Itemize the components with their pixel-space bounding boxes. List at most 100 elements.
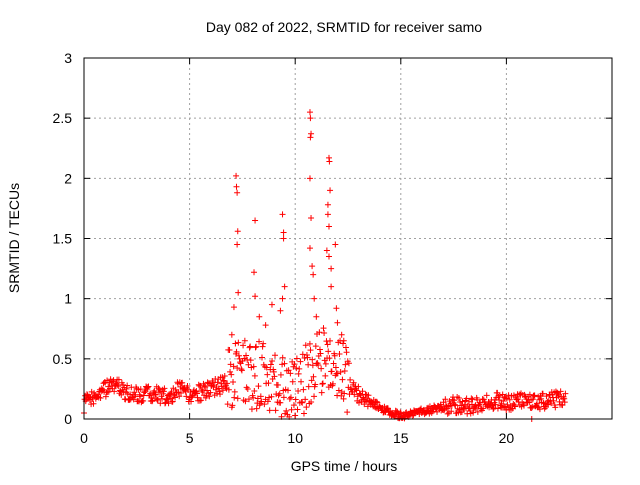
data-point xyxy=(552,404,559,411)
data-point xyxy=(298,399,305,406)
data-point xyxy=(290,402,297,409)
data-point xyxy=(374,399,381,406)
data-point xyxy=(246,344,253,351)
data-point xyxy=(272,352,279,359)
data-point xyxy=(306,175,313,182)
data-point xyxy=(97,395,104,402)
data-point xyxy=(325,253,332,260)
data-point xyxy=(357,391,364,398)
data-point xyxy=(318,365,325,372)
data-point xyxy=(310,271,317,278)
data-point xyxy=(288,406,295,413)
data-point xyxy=(144,384,151,391)
data-point xyxy=(496,397,503,404)
data-point xyxy=(393,408,400,415)
data-point xyxy=(272,407,279,414)
data-point xyxy=(337,368,344,375)
data-point xyxy=(538,395,545,402)
data-point xyxy=(169,398,176,405)
data-point xyxy=(342,344,349,351)
data-point xyxy=(105,388,112,395)
data-point xyxy=(531,392,538,399)
data-point xyxy=(258,354,265,361)
data-point xyxy=(102,393,109,400)
data-point xyxy=(177,389,184,396)
data-point xyxy=(323,247,330,254)
data-point xyxy=(287,370,294,377)
data-point xyxy=(330,360,337,367)
data-point xyxy=(332,241,339,248)
data-point xyxy=(331,352,338,359)
data-point xyxy=(336,350,343,357)
data-point xyxy=(256,313,263,320)
data-point xyxy=(409,412,416,419)
data-point xyxy=(252,344,259,351)
data-point xyxy=(302,396,309,403)
data-point xyxy=(472,402,479,409)
data-point xyxy=(309,263,316,270)
data-point xyxy=(307,347,314,354)
data-point xyxy=(279,295,286,302)
x-tick-label: 15 xyxy=(393,430,409,446)
data-point xyxy=(559,402,566,409)
data-point xyxy=(332,364,339,371)
data-point xyxy=(492,401,499,408)
data-point xyxy=(114,381,121,388)
data-point xyxy=(526,391,533,398)
y-tick-label: 1.5 xyxy=(53,231,73,247)
data-point xyxy=(124,382,131,389)
data-point xyxy=(160,388,167,395)
data-point xyxy=(515,396,522,403)
data-point xyxy=(371,404,378,411)
data-point xyxy=(151,391,158,398)
data-point xyxy=(172,394,179,401)
y-tick-label: 0.5 xyxy=(53,351,73,367)
data-point xyxy=(530,393,537,400)
data-point xyxy=(274,381,281,388)
data-point xyxy=(257,393,264,400)
data-point xyxy=(347,376,354,383)
data-point xyxy=(280,235,287,242)
data-point xyxy=(286,395,293,402)
data-point xyxy=(260,340,267,347)
data-point xyxy=(277,371,284,378)
data-point xyxy=(353,387,360,394)
data-point xyxy=(320,325,327,332)
data-point xyxy=(307,115,314,122)
data-point xyxy=(296,365,303,372)
data-point xyxy=(276,390,283,397)
data-point xyxy=(529,396,536,403)
data-point xyxy=(520,402,527,409)
data-point xyxy=(561,395,568,402)
data-point xyxy=(221,372,228,379)
data-point xyxy=(503,395,510,402)
data-point xyxy=(193,390,200,397)
data-point xyxy=(247,343,254,350)
data-point xyxy=(268,301,275,308)
data-point xyxy=(235,289,242,296)
data-point xyxy=(480,405,487,412)
data-point xyxy=(148,394,155,401)
x-tick-label: 10 xyxy=(287,430,303,446)
x-tick-label: 5 xyxy=(186,430,194,446)
x-tick-label: 0 xyxy=(80,430,88,446)
data-point xyxy=(216,388,223,395)
data-point xyxy=(334,319,341,326)
data-point xyxy=(233,348,240,355)
data-point xyxy=(252,293,259,300)
data-point xyxy=(244,385,251,392)
data-point xyxy=(219,387,226,394)
data-point xyxy=(539,390,546,397)
data-point xyxy=(130,396,137,403)
data-point xyxy=(234,395,241,402)
data-point xyxy=(111,388,118,395)
data-point xyxy=(321,330,328,337)
data-point xyxy=(137,393,144,400)
data-point xyxy=(313,313,320,320)
data-point xyxy=(287,394,294,401)
data-point xyxy=(316,329,323,336)
data-point xyxy=(315,362,322,369)
data-point xyxy=(289,378,296,385)
data-point xyxy=(512,403,519,410)
data-point xyxy=(562,390,569,397)
